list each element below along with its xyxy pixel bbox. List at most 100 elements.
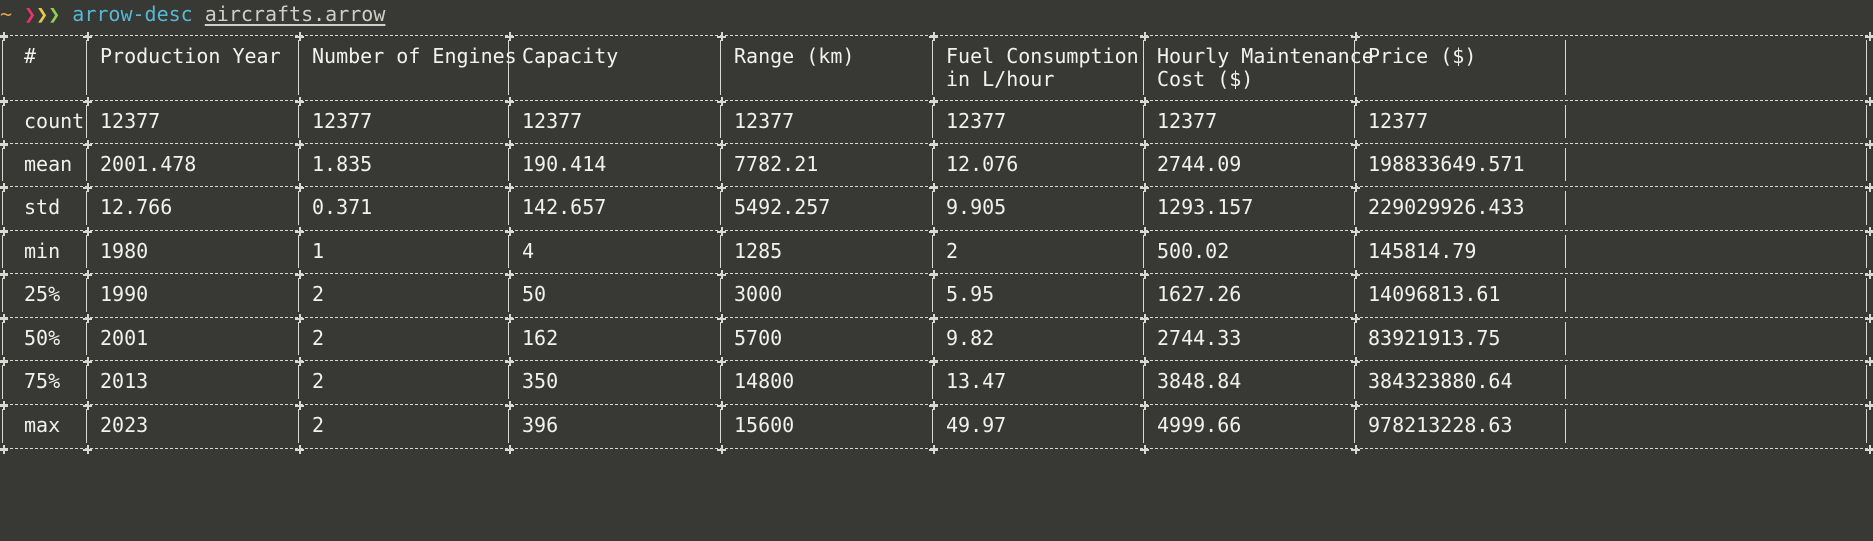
table-cell: 12377 [1157,109,1218,133]
table-corner-marker [1865,183,1873,192]
column-separator [1565,191,1566,225]
column-separator [1354,105,1355,138]
column-separator [1354,409,1355,443]
column-separator [508,409,509,443]
table-border-line [0,404,1873,405]
column-header: Capacity [522,44,619,68]
table-cell: 2744.33 [1157,326,1242,350]
column-separator [1143,40,1144,95]
column-separator [1866,191,1867,225]
column-header: Number of Engines [312,44,517,68]
row-stat-label: std [24,195,61,219]
column-separator [298,191,299,225]
table-corner-marker [1140,270,1149,279]
table-cell: 14800 [734,369,795,393]
table-cell: 5700 [734,326,783,350]
column-separator [508,105,509,138]
column-separator [1565,40,1566,95]
table-cell: 2 [312,326,325,350]
table-corner-marker [1351,445,1360,454]
table-corner-marker [295,32,304,41]
column-separator [1866,148,1867,181]
table-corner-marker [929,32,938,41]
prompt-chevron-icon: ❯ [36,2,49,26]
column-separator [932,40,933,95]
table-corner-marker [1140,32,1149,41]
table-corner-marker [0,32,8,41]
table-corner-marker [505,227,514,236]
table-corner-marker [1865,445,1873,454]
table-corner-marker [1140,445,1149,454]
table-cell: 1627.26 [1157,282,1242,306]
table-corner-marker [1140,140,1149,149]
table-cell: 1980 [100,239,149,263]
column-separator [1565,278,1566,312]
table-corner-marker [295,401,304,410]
table-corner-marker [505,401,514,410]
column-separator [1354,191,1355,225]
table-border-line [0,35,1873,36]
column-separator [2,322,3,355]
column-separator [1866,409,1867,443]
column-separator [2,278,3,312]
column-separator [932,105,933,138]
table-border-line [0,230,1873,231]
table-border-line [0,360,1873,361]
table-cell: 2023 [100,413,149,437]
table-cell: 1.835 [312,152,373,176]
table-corner-marker [929,97,938,106]
column-separator [86,40,87,95]
table-cell: 229029926.433 [1368,195,1525,219]
row-stat-label: 50% [24,326,61,350]
table-cell: 12.076 [946,152,1019,176]
table-border-line [0,273,1873,274]
column-separator [932,235,933,268]
column-separator [932,148,933,181]
table-cell: 1990 [100,282,149,306]
table-corner-marker [1865,140,1873,149]
table-cell: 12377 [1368,109,1429,133]
table-cell: 2001.478 [100,152,197,176]
table-corner-marker [0,97,8,106]
column-separator [1866,235,1867,268]
table-corner-marker [1865,227,1873,236]
command-file-argument[interactable]: aircrafts.arrow [204,2,386,26]
column-separator [1143,278,1144,312]
table-corner-marker [717,270,726,279]
column-separator [508,148,509,181]
table-corner-marker [929,270,938,279]
column-separator [1143,322,1144,355]
table-cell: 12377 [946,109,1007,133]
table-corner-marker [83,401,92,410]
column-separator [2,235,3,268]
table-cell: 2 [946,239,959,263]
column-separator [1354,322,1355,355]
table-corner-marker [1351,314,1360,323]
table-cell: 5492.257 [734,195,831,219]
column-separator [508,235,509,268]
table-corner-marker [295,314,304,323]
table-cell: 0.371 [312,195,373,219]
column-header: Price ($) [1368,44,1477,68]
table-cell: 190.414 [522,152,607,176]
table-corner-marker [1140,227,1149,236]
table-border-line [0,100,1873,101]
table-cell: 7782.21 [734,152,819,176]
table-corner-marker [505,314,514,323]
table-corner-marker [0,445,8,454]
table-corner-marker [929,357,938,366]
row-stat-label: 25% [24,282,61,306]
column-separator [508,322,509,355]
row-stat-label: mean [24,152,73,176]
table-cell: 12377 [734,109,795,133]
table-corner-marker [505,270,514,279]
table-border-line [0,317,1873,318]
table-corner-marker [0,227,8,236]
table-cell: 5.95 [946,282,995,306]
table-cell: 12377 [522,109,583,133]
table-corner-marker [0,270,8,279]
column-separator [298,278,299,312]
table-corner-marker [717,32,726,41]
table-corner-marker [295,270,304,279]
table-corner-marker [0,357,8,366]
